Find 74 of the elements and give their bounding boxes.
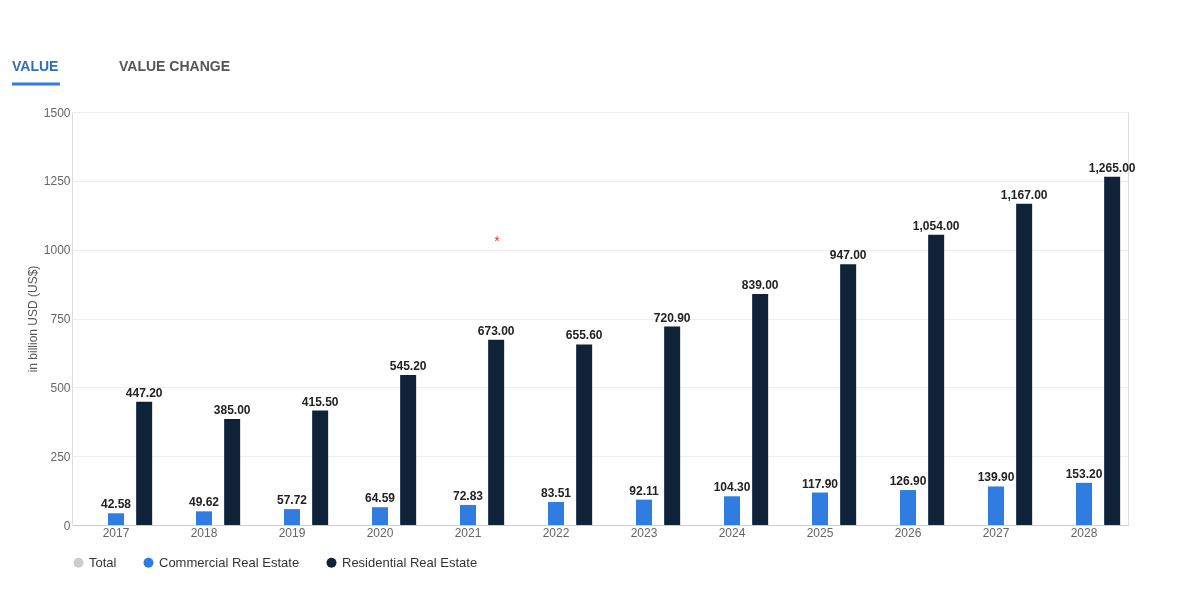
bar [372,507,388,525]
data-label: 104.30 [713,480,751,495]
y-tick-label: 250 [50,449,71,464]
x-tick-label: 2028 [1070,525,1098,540]
legend-label: Residential Real Estate [342,554,478,570]
bar [1076,482,1092,525]
data-label: 72.83 [452,488,484,503]
bar [636,499,652,525]
data-label: 385.00 [213,403,251,417]
bar [900,490,916,525]
y-tick-label: 1500 [43,105,71,120]
bar [196,511,212,525]
data-label: 673.00 [477,323,515,338]
data-label: 57.72 [276,493,308,508]
y-tick-label: 750 [50,312,71,326]
x-tick-label: 2018 [190,525,218,540]
x-tick-label: 2019 [278,525,306,540]
data-label: 655.60 [565,328,603,343]
data-label: 139.90 [977,470,1015,485]
bar [812,492,828,525]
data-label: 64.59 [364,491,396,506]
x-tick-label: 2022 [542,525,570,540]
x-tick-label: 2017 [102,525,130,540]
data-label: 126.90 [889,474,927,489]
data-label: 92.11 [629,483,660,498]
data-label: 447.20 [125,385,163,400]
legend-label: Commercial Real Estate [159,554,300,570]
data-label: 720.90 [653,310,691,325]
bar [312,410,329,525]
data-label: 1,054.00 [912,218,960,233]
data-label: 947.00 [829,248,867,263]
data-label: 42.58 [100,497,132,512]
y-tick-label: 500 [50,380,71,395]
x-tick-label: 2026 [894,525,922,540]
data-label: 839.00 [741,278,779,292]
data-label: 153.20 [1065,466,1103,481]
bar [224,419,241,525]
text: VALUE CHANGE [119,58,230,74]
bar [664,326,681,525]
x-tick-label: 2020 [366,525,394,540]
data-label: 1,167.00 [1000,187,1048,202]
x-tick-label: 2025 [806,525,834,540]
bar [400,374,417,525]
data-label: 1,265.00 [1088,160,1136,175]
bar [928,234,945,525]
legend-label: Total [89,554,117,570]
bar [724,496,740,525]
bar [1016,203,1033,525]
data-label: 49.62 [188,495,220,510]
y-tick-label: 1000 [43,243,71,258]
data-label: 545.20 [389,358,427,373]
data-label: 83.51 [540,486,572,501]
data-label: 415.50 [301,394,339,409]
bar [752,294,769,525]
bar [488,339,505,525]
bar [988,486,1004,525]
bar [1104,176,1121,525]
text: VALUE [12,58,59,74]
bar [284,509,300,525]
y-axis-title: in billion USD (US$) [25,265,40,373]
y-tick-label: 0 [63,518,71,533]
bar [136,401,153,525]
bar [576,344,593,525]
bar [460,504,476,525]
annotation: * [494,233,501,249]
bar [108,513,124,525]
x-tick-label: 2024 [718,525,746,540]
x-tick-label: 2023 [630,525,658,540]
x-tick-label: 2021 [454,525,482,540]
bar [840,264,857,525]
data-label: 117.90 [801,476,839,491]
x-tick-label: 2027 [982,525,1010,540]
y-tick-label: 1250 [43,174,71,189]
bar [548,502,564,525]
